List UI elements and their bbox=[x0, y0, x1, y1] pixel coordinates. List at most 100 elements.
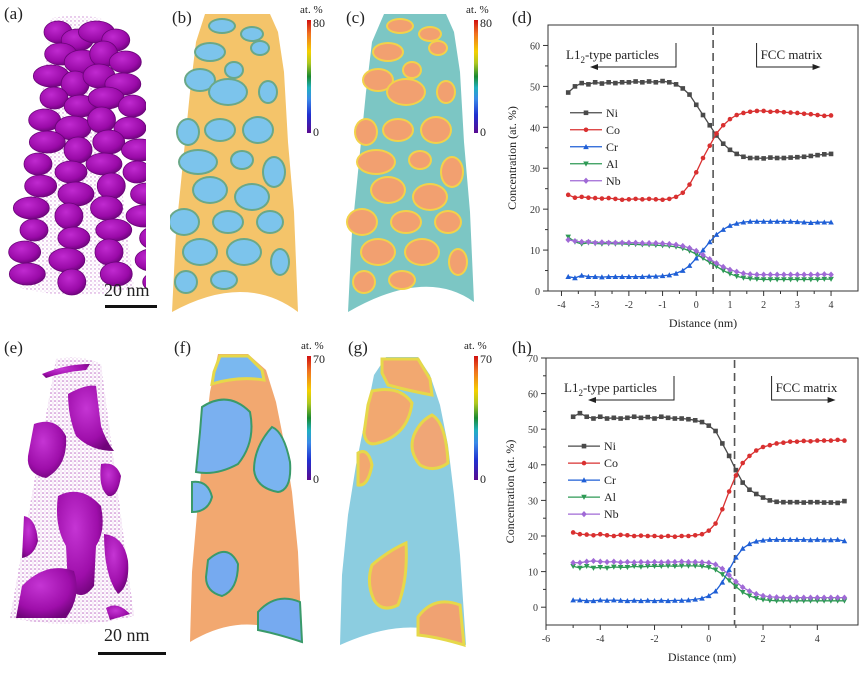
point-ni bbox=[592, 79, 598, 85]
point-cr bbox=[787, 536, 793, 542]
x-axis-label: Distance (nm) bbox=[669, 316, 737, 330]
point-ni bbox=[713, 428, 718, 434]
line-al bbox=[567, 236, 831, 281]
point-ni bbox=[822, 152, 827, 157]
point-co bbox=[787, 439, 793, 444]
point-al bbox=[773, 598, 780, 604]
point-nb bbox=[814, 594, 821, 601]
y-tick-label: 70 bbox=[528, 354, 538, 365]
point-co bbox=[700, 155, 706, 161]
line-ni bbox=[567, 80, 832, 160]
apt-reconstruction-e bbox=[10, 357, 134, 625]
point-nb bbox=[828, 271, 834, 278]
y-tick-label: 0 bbox=[535, 287, 540, 298]
precipitate-particle bbox=[99, 261, 133, 287]
depleted-region-core bbox=[176, 272, 196, 292]
precipitate-particle bbox=[54, 202, 84, 230]
point-co bbox=[631, 533, 637, 539]
panel-label-g: (g) bbox=[348, 338, 368, 357]
point-cr bbox=[800, 536, 807, 542]
point-nb bbox=[646, 240, 652, 247]
point-co bbox=[646, 196, 652, 202]
enriched-region-core bbox=[362, 240, 394, 264]
point-ni bbox=[774, 155, 780, 161]
point-co bbox=[815, 112, 820, 118]
point-nb bbox=[814, 271, 821, 278]
point-ni bbox=[741, 154, 746, 160]
x-tick-label: 2 bbox=[761, 300, 766, 311]
series-ni bbox=[570, 410, 847, 506]
point-nb bbox=[760, 271, 767, 278]
point-ni bbox=[646, 79, 652, 84]
point-nb bbox=[740, 270, 747, 277]
point-nb bbox=[592, 239, 598, 246]
y-tick-label: 40 bbox=[528, 461, 538, 472]
x-tick-label: 3 bbox=[795, 300, 800, 311]
point-al bbox=[700, 255, 706, 262]
point-cr bbox=[638, 597, 644, 604]
depleted-region-core bbox=[260, 82, 276, 102]
legend-marker bbox=[581, 511, 587, 518]
enriched-region-core bbox=[438, 82, 454, 102]
point-cr bbox=[612, 273, 619, 279]
y-axis-label: Concentration (at. %) bbox=[503, 440, 517, 544]
point-nb bbox=[611, 558, 617, 565]
point-cr bbox=[570, 597, 576, 603]
point-nb bbox=[597, 558, 604, 565]
point-nb bbox=[617, 559, 624, 566]
point-co bbox=[625, 532, 630, 538]
enriched-region-core bbox=[384, 120, 412, 140]
point-al bbox=[746, 593, 753, 599]
point-cr bbox=[754, 218, 760, 224]
scale-bar-a bbox=[105, 305, 157, 308]
point-co bbox=[795, 110, 800, 116]
point-cr bbox=[700, 247, 706, 253]
point-co bbox=[633, 196, 638, 202]
point-ni bbox=[842, 498, 847, 504]
point-ni bbox=[726, 453, 732, 459]
point-co bbox=[570, 530, 576, 535]
point-nb bbox=[720, 263, 727, 270]
point-cr bbox=[699, 595, 705, 601]
point-cr bbox=[693, 255, 700, 261]
legend-item-al: Al bbox=[570, 157, 619, 171]
point-al bbox=[577, 565, 583, 571]
legend-marker bbox=[583, 143, 589, 150]
point-nb bbox=[781, 271, 787, 278]
point-cr bbox=[666, 272, 673, 278]
point-ni bbox=[821, 500, 827, 505]
point-nb bbox=[733, 268, 740, 275]
point-co bbox=[761, 108, 766, 114]
point-co bbox=[613, 196, 618, 202]
point-al bbox=[787, 277, 794, 283]
depleted-region-core bbox=[244, 118, 272, 142]
precipitate-particle bbox=[8, 240, 42, 264]
x-tick-label: 4 bbox=[829, 300, 834, 311]
point-nb bbox=[808, 271, 814, 278]
panel-label-f: (f) bbox=[174, 338, 191, 357]
arrow-left bbox=[594, 376, 675, 401]
point-co bbox=[767, 442, 773, 448]
point-ni bbox=[626, 79, 632, 85]
point-nb bbox=[712, 561, 719, 568]
point-al bbox=[604, 565, 610, 571]
point-al bbox=[801, 277, 807, 283]
point-cr bbox=[585, 273, 592, 279]
precipitate-particle bbox=[39, 86, 69, 110]
point-ni bbox=[747, 155, 753, 161]
point-co bbox=[687, 182, 692, 187]
legend-label: Ni bbox=[604, 439, 617, 453]
point-cr bbox=[678, 597, 685, 603]
point-cr bbox=[658, 597, 665, 603]
point-ni bbox=[808, 153, 814, 159]
point-co bbox=[727, 116, 733, 122]
colorbar-c bbox=[474, 20, 478, 133]
point-ni bbox=[787, 499, 793, 505]
legend-label: Ni bbox=[606, 106, 619, 120]
precipitate-particle bbox=[122, 160, 146, 184]
point-ni bbox=[570, 414, 576, 420]
point-co bbox=[665, 533, 671, 539]
point-ni bbox=[733, 467, 739, 473]
precipitate-particle bbox=[23, 152, 53, 176]
series-ni bbox=[565, 78, 834, 161]
